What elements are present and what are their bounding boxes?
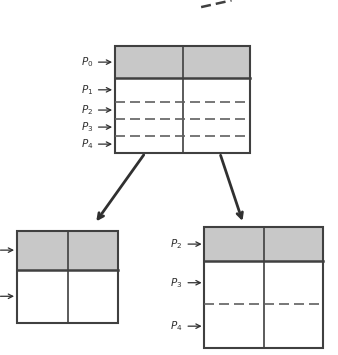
Text: $P_1$: $P_1$ (81, 83, 111, 97)
Bar (204, 227, 323, 348)
Bar (115, 46, 250, 78)
Text: $P_4$: $P_4$ (80, 137, 111, 151)
Bar (115, 46, 250, 153)
Bar (17, 231, 118, 269)
Text: $P_1$: $P_1$ (0, 289, 13, 303)
Bar (115, 46, 250, 153)
Text: $P_0$: $P_0$ (80, 55, 111, 69)
Bar (204, 227, 323, 348)
Bar (204, 227, 323, 261)
Text: $P_2$: $P_2$ (170, 237, 200, 251)
Text: $P_3$: $P_3$ (81, 120, 111, 134)
Text: $P_2$: $P_2$ (81, 103, 111, 117)
Bar (17, 231, 118, 323)
Bar (17, 231, 118, 323)
Text: $P_0$: $P_0$ (0, 243, 13, 257)
Text: $P_4$: $P_4$ (170, 319, 200, 333)
Text: $P_3$: $P_3$ (170, 276, 200, 290)
